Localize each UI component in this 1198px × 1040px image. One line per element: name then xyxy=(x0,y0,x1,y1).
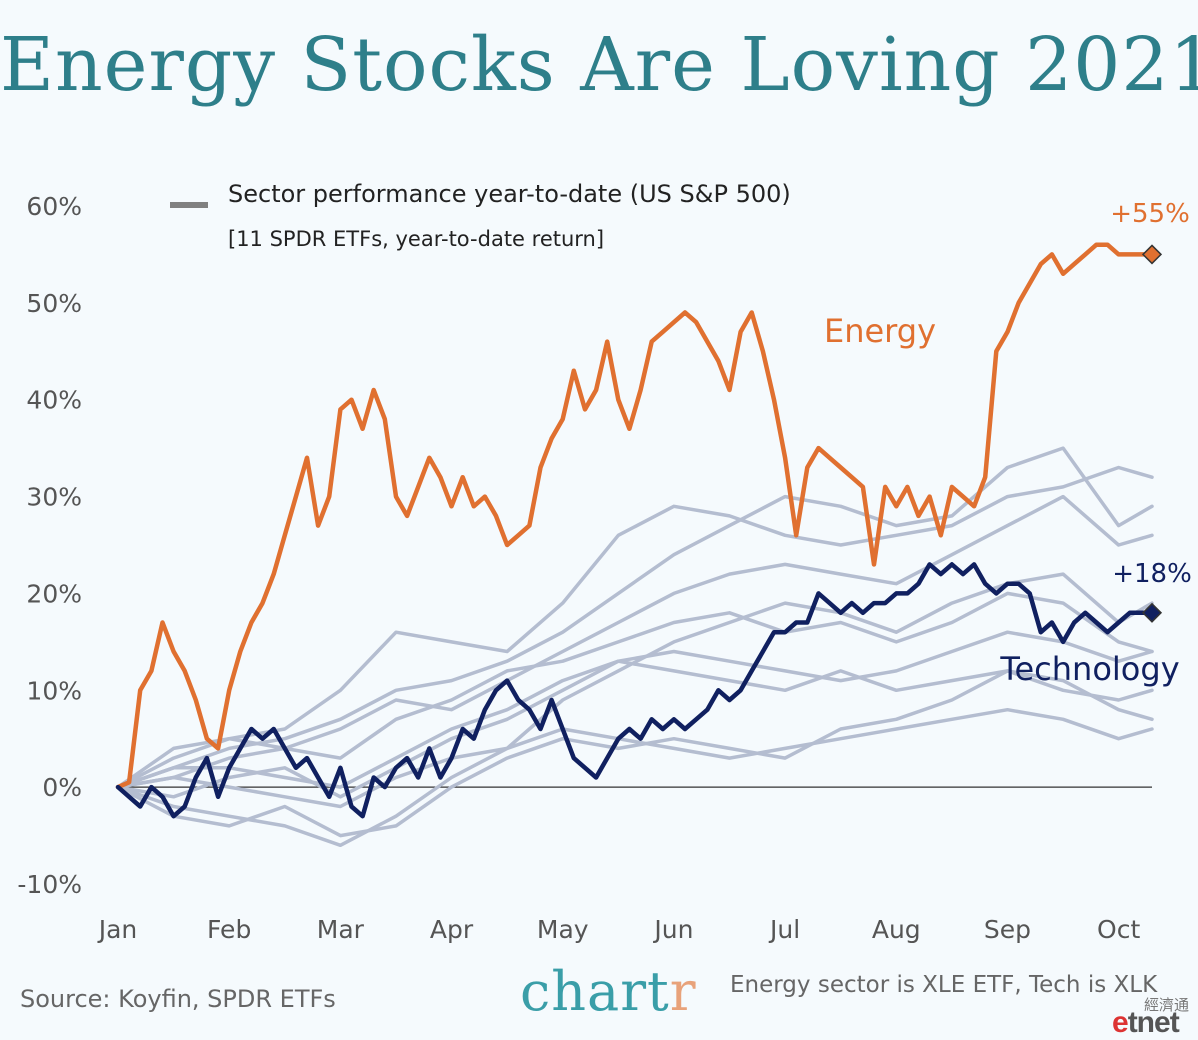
watermark-logo: etnet xyxy=(1112,1006,1180,1040)
sector-line xyxy=(116,659,1154,789)
other-sector-lines xyxy=(116,446,1154,848)
chart-title: Energy Stocks Are Loving 2021 xyxy=(0,22,1198,108)
brand-logo: chartr xyxy=(520,960,697,1023)
y-tick-label: 30% xyxy=(26,483,82,512)
y-tick-label: 50% xyxy=(26,289,82,318)
x-tick-label: Jan xyxy=(97,915,138,944)
brand-main: chart xyxy=(520,960,670,1023)
energy-end-value: +55% xyxy=(1110,199,1190,229)
sector-line xyxy=(116,707,1154,809)
source-note: Source: Koyfin, SPDR ETFs xyxy=(20,985,336,1013)
sector-line xyxy=(116,446,1154,789)
sector-line xyxy=(116,494,1154,789)
etf-note: Energy sector is XLE ETF, Tech is XLK xyxy=(730,972,1158,998)
sector-line xyxy=(116,465,1154,789)
y-tick-label: 10% xyxy=(26,676,82,705)
legend: Sector performance year-to-date (US S&P … xyxy=(170,180,791,251)
x-tick-label: May xyxy=(537,915,589,944)
watermark-chinese: 經濟通 xyxy=(1144,996,1190,1014)
x-tick-label: Mar xyxy=(317,915,365,944)
legend-main-text: Sector performance year-to-date (US S&P … xyxy=(228,180,791,208)
x-tick-label: Jun xyxy=(652,915,693,944)
x-tick-label: Sep xyxy=(984,915,1031,944)
x-tick-label: Oct xyxy=(1097,915,1140,944)
energy-series-label: Energy xyxy=(824,312,936,350)
y-axis: -10% 0% 10% 20% 30% 40% 50% 60% xyxy=(17,192,82,899)
x-axis: Jan Feb Mar Apr May Jun Jul Aug Sep Oct xyxy=(97,915,1141,944)
technology-line xyxy=(115,562,1155,819)
energy-end-marker xyxy=(1141,244,1163,265)
brand-accent: r xyxy=(669,960,697,1023)
legend-sub-text: [11 SPDR ETFs, year-to-date return] xyxy=(228,227,604,251)
sector-line xyxy=(116,591,1154,789)
sector-line xyxy=(116,669,1154,838)
technology-end-value: +18% xyxy=(1112,559,1192,589)
technology-end-marker xyxy=(1141,602,1163,623)
x-tick-label: Feb xyxy=(207,915,251,944)
x-tick-label: Jul xyxy=(768,915,800,944)
sector-line xyxy=(116,630,1154,799)
watermark-e: e xyxy=(1112,1006,1129,1039)
y-tick-label: 0% xyxy=(42,773,82,802)
energy-line xyxy=(115,242,1155,790)
highlighted-sector-lines: Energy +55% Technology +18% xyxy=(115,199,1192,819)
y-tick-label: -10% xyxy=(17,870,82,899)
technology-series-label: Technology xyxy=(999,650,1179,688)
x-tick-label: Aug xyxy=(872,915,921,944)
y-tick-label: 20% xyxy=(26,579,82,608)
watermark-rest: tnet xyxy=(1127,1006,1180,1039)
y-tick-label: 60% xyxy=(26,192,82,221)
x-tick-label: Apr xyxy=(430,915,474,944)
y-tick-label: 40% xyxy=(26,386,82,415)
